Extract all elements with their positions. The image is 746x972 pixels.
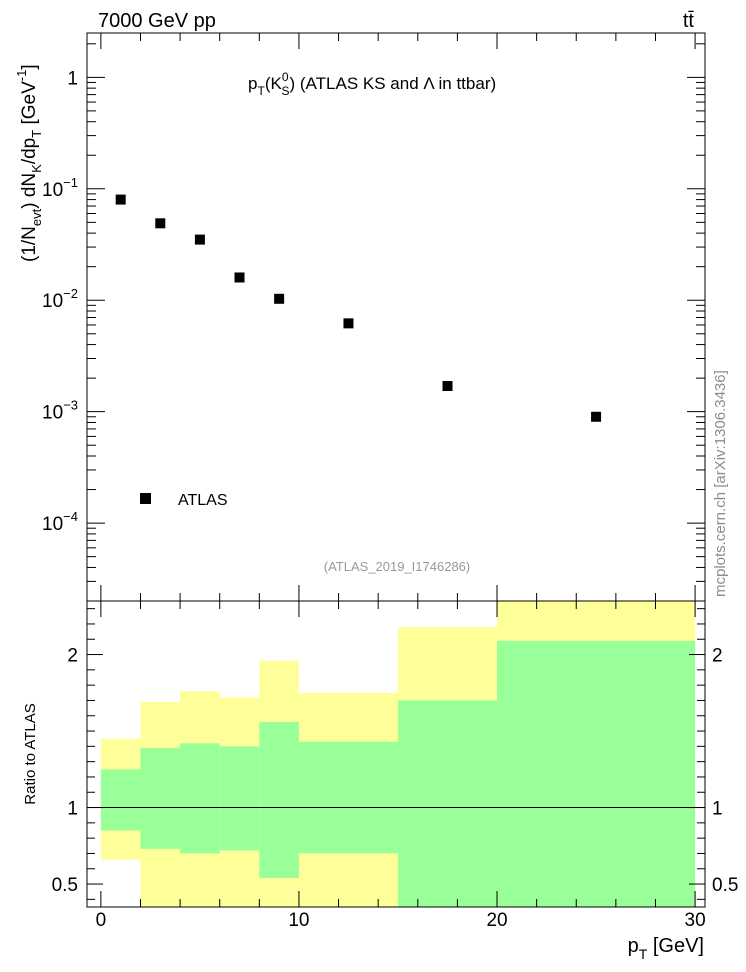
ratio-y-tick-label-right: 1 [712,799,723,820]
legend-marker [140,493,151,504]
main-axis-ticks: 1 10−1 10−2 10−3 10−4 [42,33,705,602]
main-panel: 1 10−1 10−2 10−3 10−4 pT(K0 S) (ATLAS KS and … [14,32,706,602]
inner-band [497,640,696,907]
inner-band [259,721,299,878]
ratio-frame [86,600,706,908]
x-axis-label: pT [GeV] [628,935,704,962]
ratio-y-tick-label: 0.5 [52,875,78,896]
data-point [155,218,166,229]
ratio-y-tick-label: 2 [67,646,78,667]
data-points [115,194,602,422]
chart-title: pT(K0 S) (ATLAS KS and Λ in ttbar) [248,70,496,98]
inner-band [180,743,220,854]
x-tick-label: 20 [486,910,507,931]
data-point [274,293,285,304]
main-y-label: (1/Nevt) dNK/dpT [GeV-1] [14,64,44,262]
process-label: tt̄ [683,10,695,32]
inner-band [397,700,498,907]
ratio-panel: 0.5 0.51 12 20 10 20 30 Ratio to ATLAS pT [GeV… [22,600,738,962]
x-tick-label: 0 [96,910,107,931]
ratio-y-tick-label: 1 [67,799,78,820]
x-tick-label: 10 [288,910,309,931]
inner-band [219,746,260,851]
data-point [591,411,602,422]
watermark: mcplots.cern.ch [arXiv:1306.3436] [712,370,729,597]
ratio-axis-ticks: 0.5 0.51 12 20 10 20 30 [52,601,738,931]
main-y-tick-label: 10−3 [42,398,78,424]
ratio-y-tick-label-right: 0.5 [712,875,738,896]
main-y-tick-label: 1 [67,68,78,89]
ratio-bands [100,601,696,907]
main-frame [86,32,706,602]
data-point [343,318,354,329]
legend-label: ATLAS [178,492,228,509]
inner-band [298,741,398,854]
analysis-label: (ATLAS_2019_I1746286) [324,559,470,574]
ratio-y-label: Ratio to ATLAS [22,703,39,804]
energy-label: 7000 GeV pp [98,10,216,32]
inner-band [140,747,181,849]
x-tick-label: 30 [685,910,706,931]
data-point [234,272,245,283]
data-point [194,234,205,245]
ratio-y-tick-label-right: 2 [712,646,723,667]
main-y-tick-label: 10−2 [42,286,78,312]
main-y-tick-label: 10−1 [42,175,78,201]
data-point [115,194,126,205]
main-y-tick-label: 10−4 [42,509,78,535]
data-point [442,380,453,391]
inner-band [100,769,141,831]
